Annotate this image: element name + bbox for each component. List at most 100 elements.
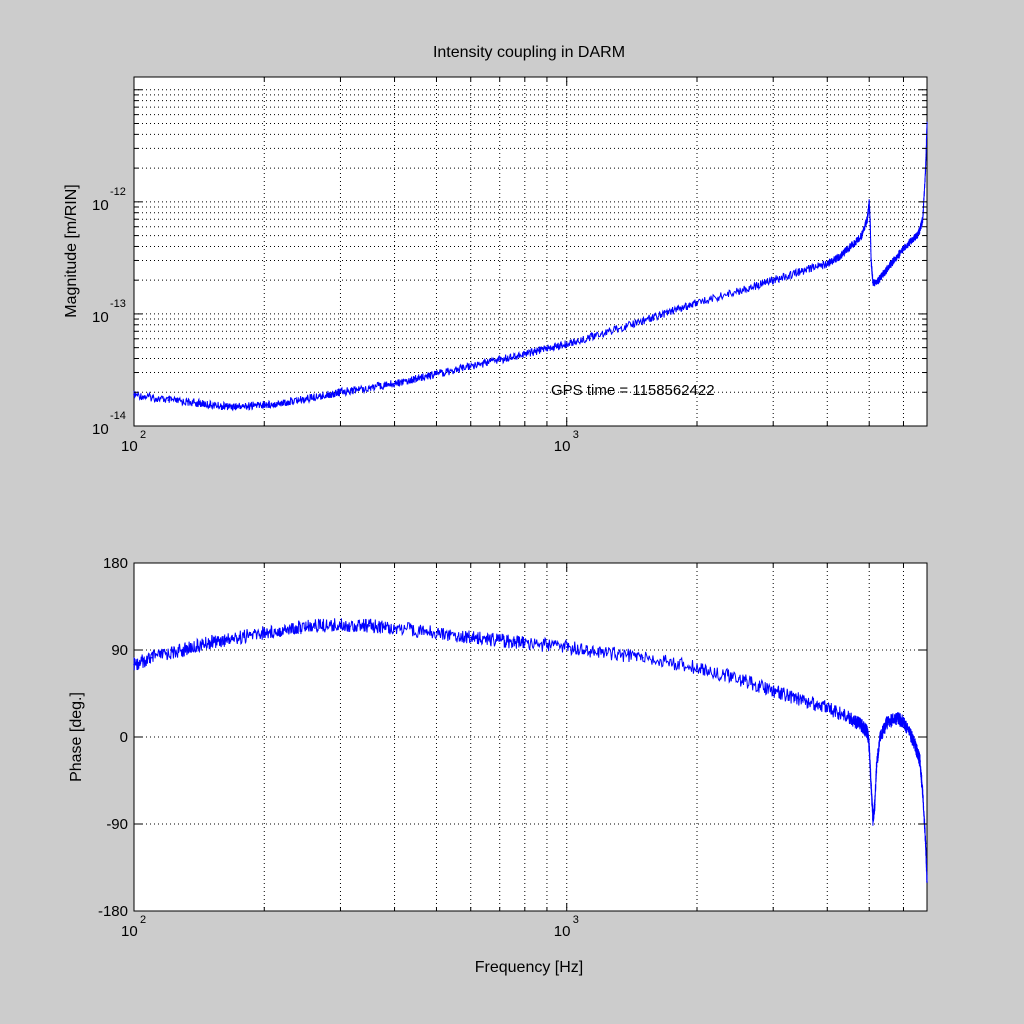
data-point	[696, 666, 698, 669]
data-point	[469, 365, 472, 368]
data-point	[902, 248, 905, 250]
data-point	[524, 353, 526, 355]
data-point	[415, 377, 418, 380]
phase-xlabel: Frequency [Hz]	[475, 959, 583, 976]
x-tick-exponent: 3	[573, 429, 579, 441]
data-point	[196, 402, 198, 404]
x-tick-exponent: 3	[573, 914, 579, 926]
data-point	[875, 765, 878, 767]
data-point	[243, 405, 246, 408]
y-tick-label: -180	[98, 903, 128, 920]
data-point	[886, 721, 888, 724]
data-point	[498, 639, 501, 642]
x-tick-label: 10	[121, 438, 138, 455]
data-point	[368, 625, 371, 627]
data-point	[848, 716, 851, 719]
data-point	[893, 259, 895, 262]
data-point	[738, 290, 740, 292]
data-point	[221, 405, 224, 408]
data-point	[133, 394, 135, 396]
y-tick-label: 0	[120, 729, 128, 746]
data-point	[860, 724, 863, 727]
x-tick-label: 10	[554, 438, 571, 455]
data-point	[326, 394, 329, 396]
x-tick-exponent: 2	[140, 914, 146, 926]
y-tick-label: -90	[106, 816, 128, 833]
data-point	[738, 678, 740, 680]
data-point	[565, 646, 568, 648]
data-point	[368, 386, 371, 389]
data-point	[801, 699, 803, 702]
data-point	[393, 627, 396, 629]
phase-grid	[134, 563, 927, 911]
magnitude-grid	[134, 77, 927, 426]
data-point	[869, 225, 872, 228]
data-point	[498, 359, 501, 361]
data-point	[826, 263, 829, 265]
data-point	[182, 649, 185, 651]
data-point	[339, 391, 342, 394]
data-point	[882, 272, 885, 275]
data-point	[339, 624, 342, 626]
data-point	[872, 281, 874, 284]
data-point	[872, 818, 874, 820]
data-point	[167, 399, 170, 402]
data-point	[868, 745, 870, 748]
data-point	[870, 784, 872, 787]
data-point	[600, 651, 602, 653]
y-tick-label: 180	[103, 555, 128, 572]
data-point	[772, 689, 774, 692]
data-point	[922, 794, 924, 796]
data-point	[546, 347, 548, 350]
figure-title: Intensity coupling in DARM	[433, 44, 625, 61]
y-tick-exponent: -14	[110, 410, 126, 422]
data-point	[924, 842, 927, 845]
data-point	[926, 881, 928, 883]
y-tick-exponent: -13	[110, 298, 126, 310]
data-point	[289, 627, 292, 630]
data-point	[565, 343, 568, 345]
data-point	[642, 656, 644, 659]
data-point	[772, 279, 774, 282]
data-point	[879, 736, 881, 738]
x-tick-exponent: 2	[140, 429, 146, 441]
data-point	[209, 641, 211, 644]
magnitude-plot-area	[133, 76, 928, 427]
y-tick-label: 10	[92, 197, 109, 214]
data-point	[281, 402, 284, 404]
data-point	[908, 731, 911, 733]
data-point	[826, 707, 829, 709]
data-point	[600, 333, 602, 335]
data-point	[902, 721, 905, 724]
data-point	[919, 760, 921, 762]
data-point	[393, 382, 396, 385]
x-tick-label: 10	[554, 923, 571, 940]
data-line	[133, 121, 928, 412]
data-point	[133, 663, 135, 666]
data-point	[435, 631, 438, 634]
data-point	[917, 232, 920, 235]
data-point	[312, 625, 315, 627]
gps-time-annotation: GPS time = 1158562422	[551, 382, 715, 399]
data-point	[435, 373, 438, 376]
data-point	[840, 255, 842, 257]
data-point	[676, 308, 678, 311]
magnitude-ylabel: Magnitude [m/RIN]	[63, 184, 80, 317]
data-point	[232, 637, 235, 640]
y-tick-exponent: -12	[110, 186, 126, 198]
data-point	[896, 716, 898, 719]
data-point	[305, 398, 308, 400]
phase-ylabel: Phase [deg.]	[68, 692, 85, 782]
data-point	[911, 238, 914, 241]
data-point	[642, 319, 644, 322]
data-point	[469, 636, 472, 639]
data-point	[866, 731, 869, 733]
y-tick-label: 90	[111, 642, 128, 659]
y-tick-label: 10	[92, 421, 109, 438]
data-point	[848, 246, 851, 249]
